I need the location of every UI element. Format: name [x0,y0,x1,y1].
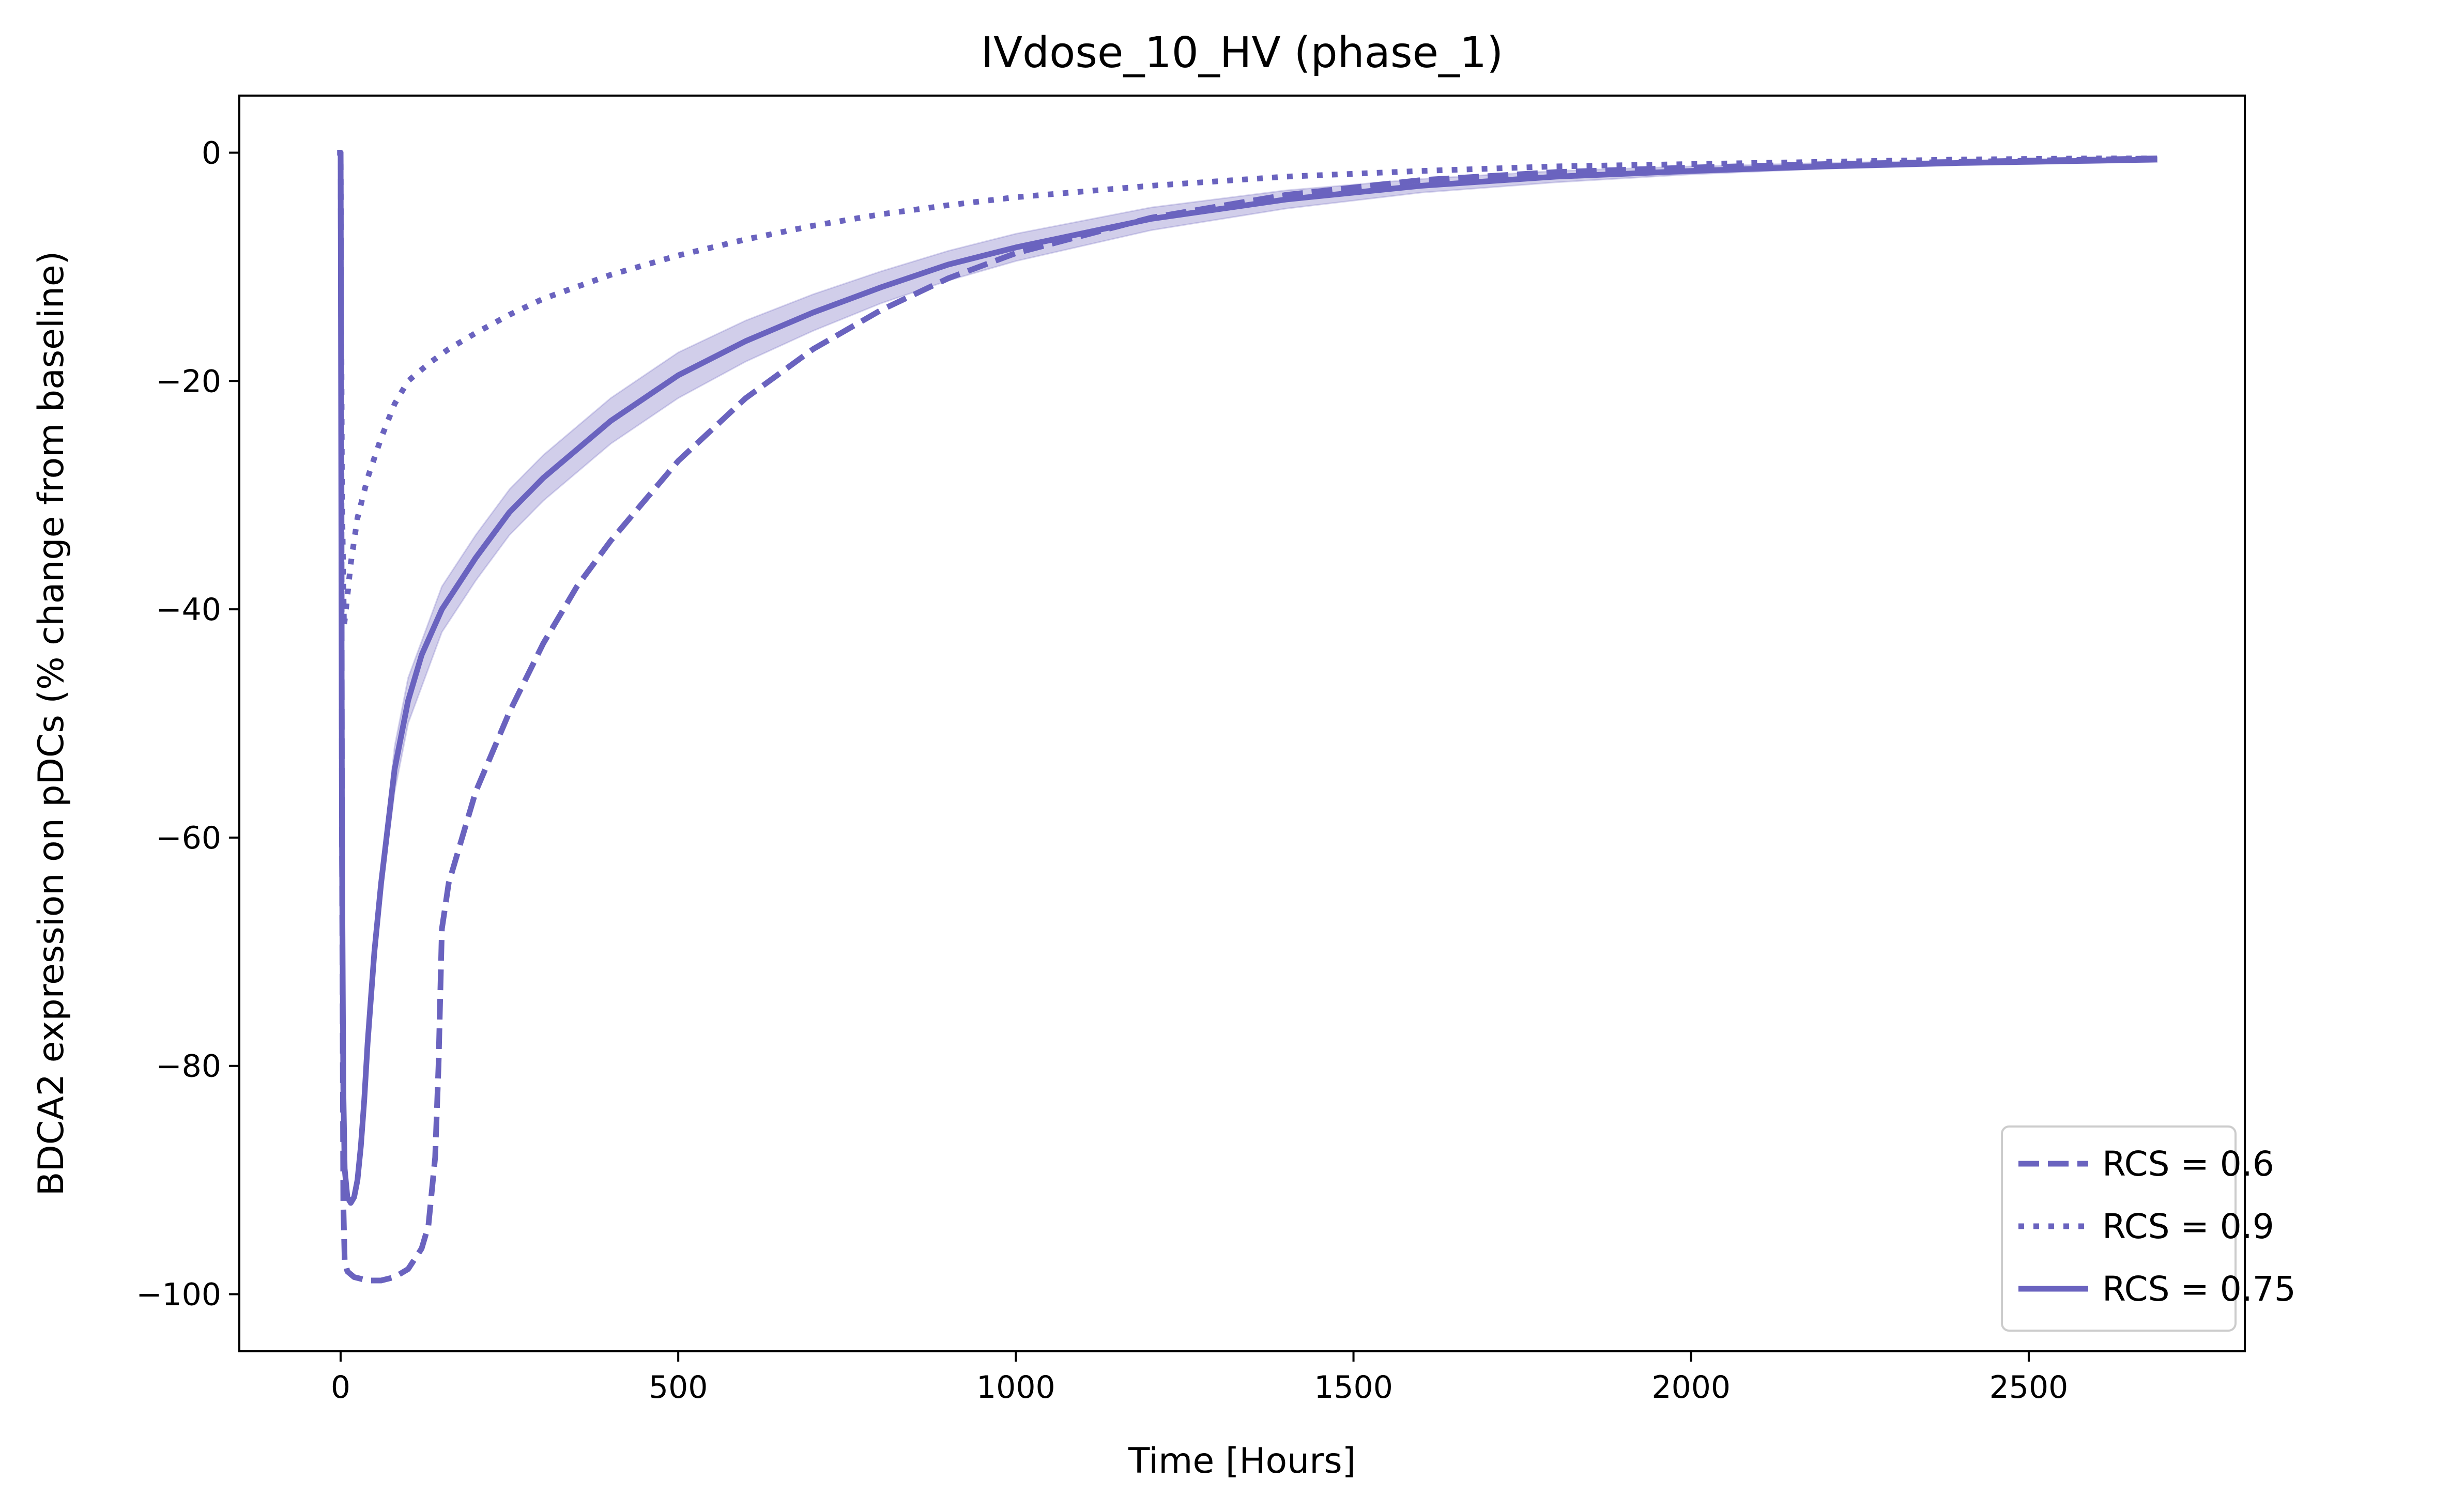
plot-area [337,150,2158,1284]
axes-frame [238,95,2246,1352]
y-axis-label: BDCA2 expression on pDCs (% change from … [31,251,72,1196]
x-tick-label: 500 [649,1369,708,1406]
x-tick-label: 1500 [1314,1369,1393,1406]
legend-label-rcs-0-75: RCS = 0.75 [2102,1269,2296,1309]
x-tick-label: 2500 [1989,1369,2069,1406]
x-axis-label: Time [Hours] [1128,1441,1356,1482]
y-tick-label: −100 [136,1277,221,1313]
y-tick-label: −60 [156,820,221,856]
x-tick-label: 1000 [976,1369,1055,1406]
y-axis: 0 −20 −40 −60 −80 −100 [136,135,239,1313]
x-tick-label: 0 [331,1369,350,1406]
y-tick-label: 0 [202,135,221,171]
legend: RCS = 0.6 RCS = 0.9 RCS = 0.75 [2001,1125,2296,1332]
legend-label-rcs-0-6: RCS = 0.6 [2102,1144,2274,1184]
legend-label-rcs-0-9: RCS = 0.9 [2102,1207,2274,1246]
x-tick-label: 2000 [1651,1369,1731,1406]
chart-title: IVdose_10_HV (phase_1) [981,28,1503,78]
x-axis: 0 500 1000 1500 2000 2500 [331,1351,2068,1406]
series-line-rcs-0-75 [337,150,2157,1206]
series-line-rcs-0-6 [337,150,2157,1284]
y-tick-label: −40 [156,592,221,628]
y-tick-label: −20 [156,363,221,399]
legend-frame [2001,1125,2237,1332]
y-tick-label: −80 [156,1048,221,1085]
